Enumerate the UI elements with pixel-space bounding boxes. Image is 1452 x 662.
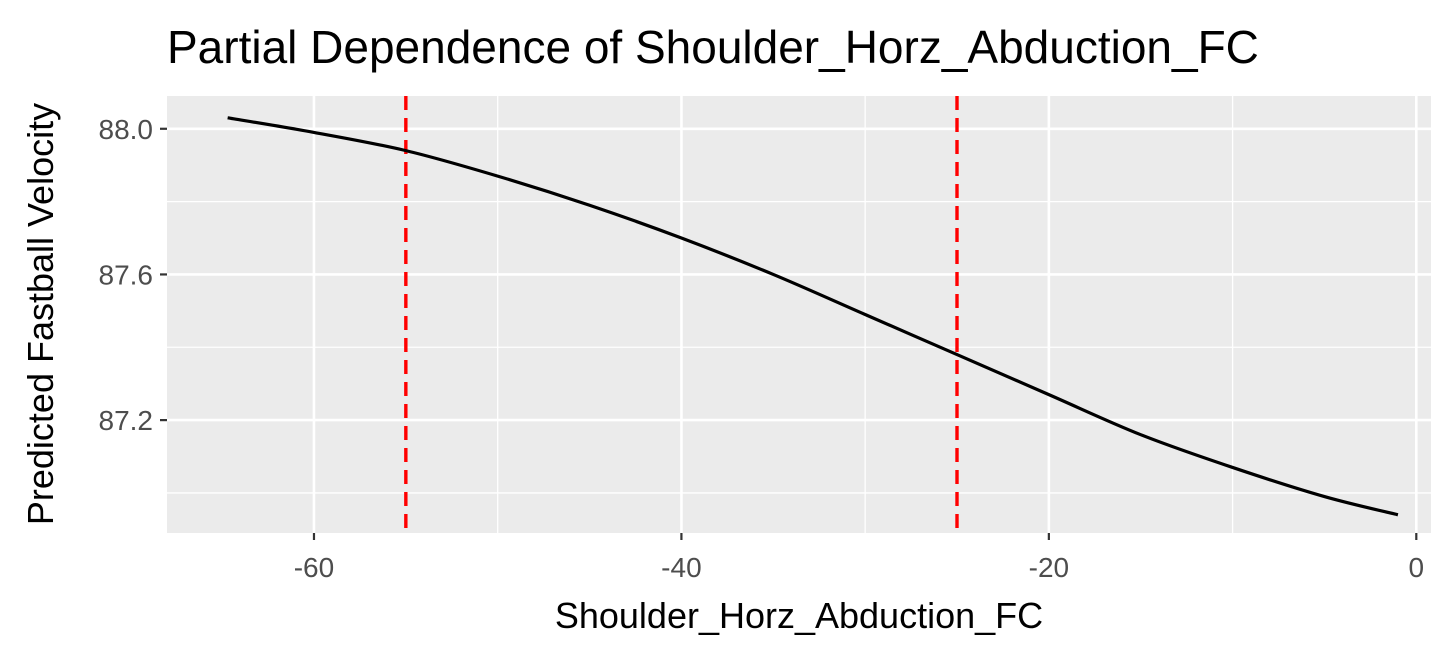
chart-title: Partial Dependence of Shoulder_Horz_Abdu… <box>167 21 1259 73</box>
y-tick-label: 88.0 <box>99 114 154 145</box>
x-tick-label: -40 <box>661 552 701 583</box>
series-lines <box>227 116 1399 517</box>
major-gridlines <box>167 96 1431 533</box>
panel-background <box>167 96 1431 533</box>
minor-gridlines <box>167 96 1431 533</box>
x-tick-label: 0 <box>1409 552 1425 583</box>
x-axis-title: Shoulder_Horz_Abduction_FC <box>555 595 1043 636</box>
y-axis-title: Predicted Fastball Velocity <box>20 103 61 525</box>
reference-lines <box>404 96 959 533</box>
x-axis: -60 -40 -20 0 <box>294 533 1424 583</box>
x-tick-label: -20 <box>1029 552 1069 583</box>
plot-panel <box>167 96 1431 533</box>
x-tick-label: -60 <box>294 552 334 583</box>
y-axis: 87.2 87.6 88.0 <box>99 114 167 436</box>
series-line <box>227 116 1399 517</box>
y-tick-label: 87.2 <box>99 405 154 436</box>
y-tick-label: 87.6 <box>99 259 154 290</box>
